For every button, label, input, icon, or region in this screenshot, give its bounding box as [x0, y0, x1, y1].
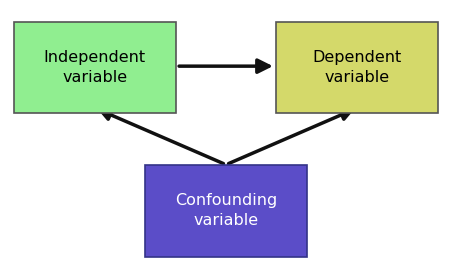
FancyBboxPatch shape: [144, 165, 307, 256]
Text: Confounding
variable: Confounding variable: [175, 193, 276, 228]
Text: Dependent
variable: Dependent variable: [312, 50, 401, 85]
FancyBboxPatch shape: [275, 22, 437, 113]
FancyBboxPatch shape: [14, 22, 176, 113]
Text: Independent
variable: Independent variable: [44, 50, 146, 85]
